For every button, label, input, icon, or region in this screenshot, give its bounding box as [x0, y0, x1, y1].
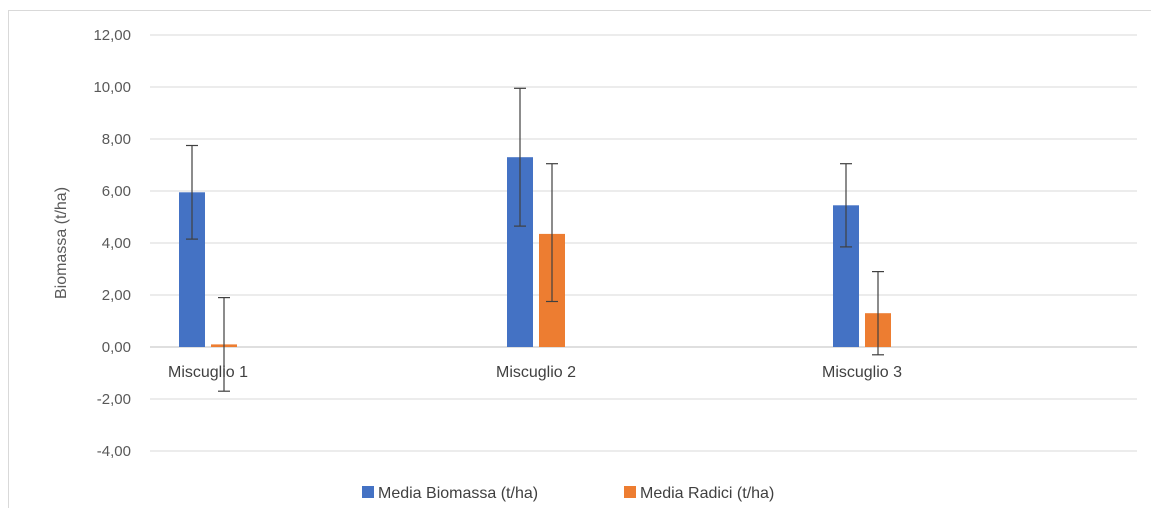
y-tick-label: -4,00	[97, 443, 131, 460]
bars	[179, 157, 891, 347]
y-tick-label: 8,00	[102, 131, 131, 148]
y-axis-tick-labels: 12,00 10,00 8,00 6,00 4,00 2,00 0,00 -2,00 -4,00	[93, 27, 131, 460]
y-tick-label: 4,00	[102, 235, 131, 252]
category-label: Miscuglio 2	[496, 364, 576, 381]
y-tick-label: 10,00	[93, 79, 131, 96]
error-bar-radici-3	[872, 271, 884, 356]
y-axis-title: Biomassa (t/ha)	[53, 187, 70, 299]
error-bar-biomassa-3	[840, 163, 852, 248]
y-tick-label: 0,00	[102, 339, 131, 356]
y-tick-label: 2,00	[102, 287, 131, 304]
y-tick-label: 12,00	[93, 27, 131, 44]
legend-swatch	[624, 486, 636, 498]
legend: Media Biomassa (t/ha) Media Radici (t/ha)	[362, 485, 774, 502]
category-labels: Miscuglio 1 Miscuglio 2 Miscuglio 3	[168, 364, 902, 381]
legend-item-radici: Media Radici (t/ha)	[624, 485, 774, 502]
legend-label: Media Biomassa (t/ha)	[378, 485, 538, 502]
legend-label: Media Radici (t/ha)	[640, 485, 774, 502]
chart-frame	[8, 10, 1151, 508]
error-bar-radici-1	[218, 297, 230, 392]
legend-swatch	[362, 486, 374, 498]
y-tick-label: 6,00	[102, 183, 131, 200]
error-bar-biomassa-1	[186, 144, 198, 240]
error-bar-radici-2	[546, 163, 558, 303]
error-bar-biomassa-2	[514, 87, 526, 227]
error-bars	[186, 87, 884, 392]
category-label: Miscuglio 3	[822, 364, 902, 381]
gridlines	[150, 34, 1137, 452]
category-label: Miscuglio 1	[168, 364, 248, 381]
y-tick-label: -2,00	[97, 391, 131, 408]
legend-item-biomassa: Media Biomassa (t/ha)	[362, 485, 538, 502]
